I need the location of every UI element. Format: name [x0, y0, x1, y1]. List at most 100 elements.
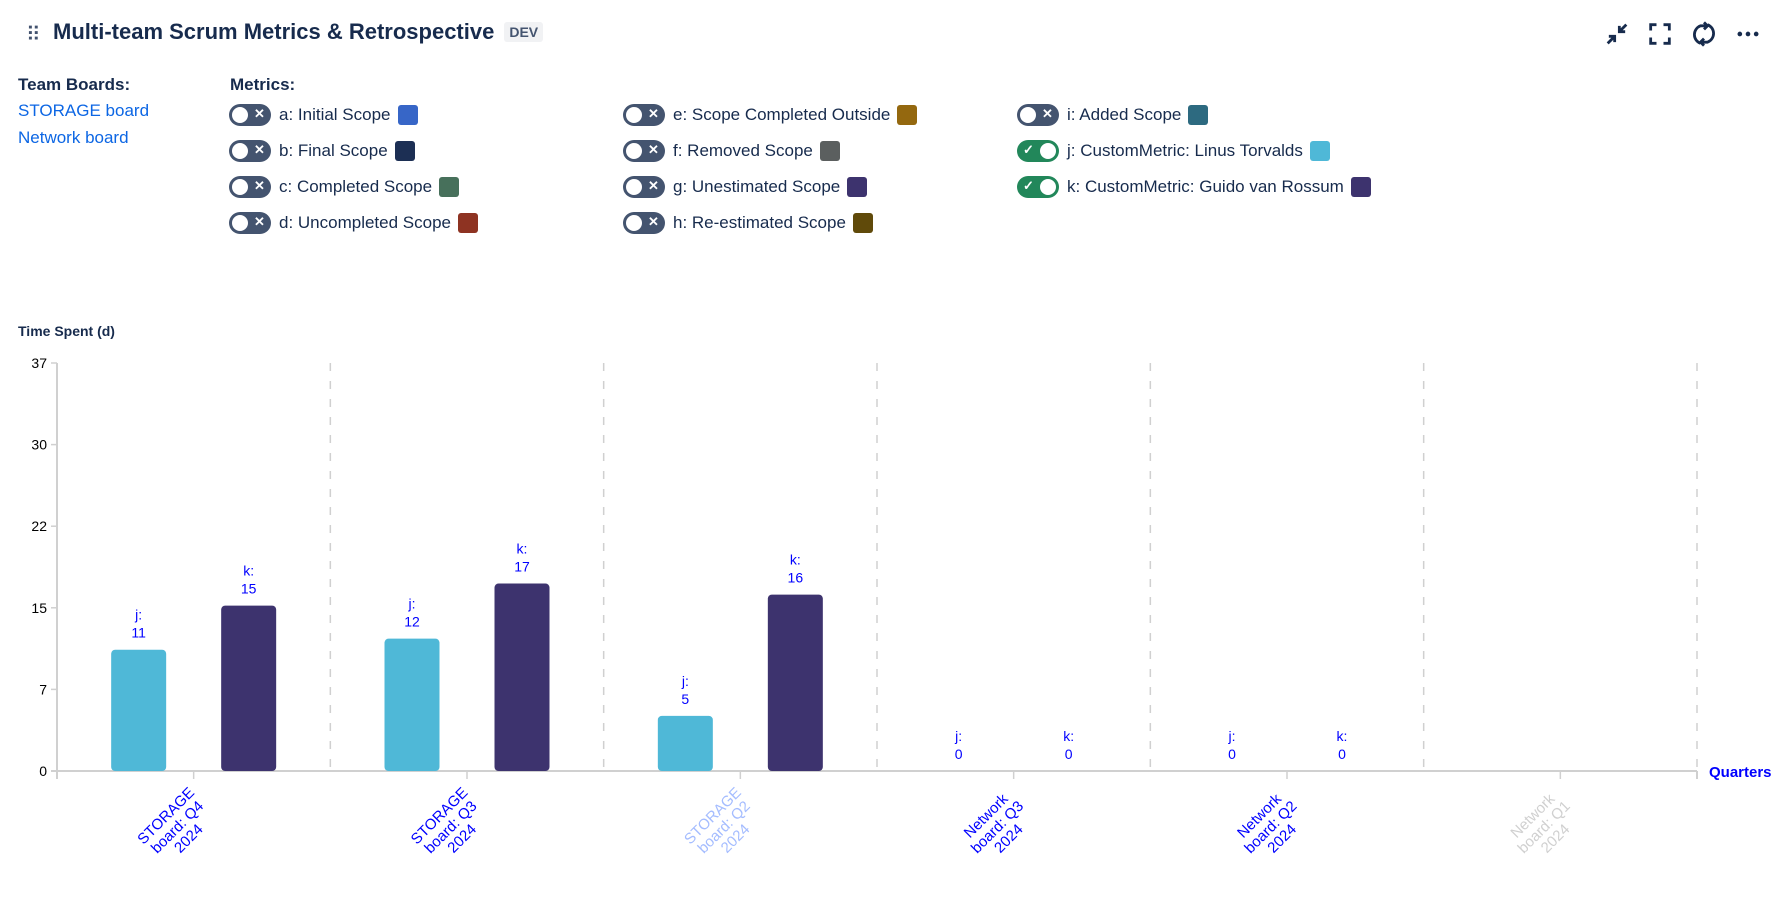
metric-toggle[interactable]: ✕ [229, 212, 271, 234]
metric-color-swatch [897, 105, 918, 125]
y-tick-label: 30 [31, 437, 47, 453]
close-icon: ✕ [254, 214, 265, 229]
metric-color-swatch [1350, 177, 1371, 197]
refresh-icon[interactable] [1690, 20, 1718, 48]
check-icon: ✓ [1023, 142, 1034, 157]
metric-color-swatch [847, 177, 868, 197]
team-boards-label: Team Boards: [18, 75, 131, 94]
metric-label: a: Initial Scope [279, 105, 391, 124]
metric-toggle[interactable]: ✕ [623, 104, 665, 126]
metric-color-swatch [852, 213, 873, 233]
data-label-value: 0 [1228, 746, 1236, 762]
close-icon: ✕ [254, 106, 265, 121]
metric-b: ✕ b: Final Scope [229, 139, 415, 163]
toggle-knob [232, 179, 248, 195]
y-axis-title: Time Spent (d) [18, 323, 115, 339]
data-label-value: 11 [131, 625, 146, 641]
data-label-value: 0 [955, 746, 963, 762]
metric-color-swatch [394, 141, 415, 161]
bar-k-1 [494, 583, 550, 771]
metric-toggle[interactable]: ✕ [229, 176, 271, 198]
data-label-series: k: [1063, 728, 1074, 744]
env-badge: DEV [504, 22, 544, 42]
x-tick-label: Networkboard: Q12024 [1503, 787, 1585, 869]
data-label-value: 12 [404, 614, 420, 630]
x-tick-label: STORAGEboard: Q42024 [134, 784, 220, 870]
data-label-series: k: [1337, 728, 1348, 744]
bar-k-2 [767, 594, 823, 771]
data-label-series: j: [408, 596, 416, 612]
metric-h: ✕ h: Re-estimated Scope [623, 211, 873, 235]
metric-label: g: Unestimated Scope [673, 177, 841, 196]
metric-color-swatch [458, 213, 478, 233]
metric-toggle[interactable]: ✕ [623, 212, 665, 234]
metric-toggle[interactable]: ✕ [623, 176, 665, 198]
data-label-value: 16 [788, 570, 804, 586]
metric-e: ✕ e: Scope Completed Outside [623, 103, 918, 127]
toggle-knob [232, 215, 248, 231]
metric-c: ✕ c: Completed Scope [229, 175, 460, 199]
data-label-series: j: [134, 607, 142, 623]
data-label-value: 15 [241, 581, 257, 597]
drag-handle-icon[interactable]: ⠿ [26, 24, 41, 46]
collapse-icon[interactable] [1603, 20, 1631, 48]
close-icon: ✕ [254, 142, 265, 157]
close-icon: ✕ [648, 214, 659, 229]
metric-label: k: CustomMetric: Guido van Rossum [1067, 177, 1344, 196]
metric-i: ✕ i: Added Scope [1017, 103, 1209, 127]
metric-toggle[interactable]: ✕ [1017, 104, 1059, 126]
metric-label: c: Completed Scope [279, 177, 433, 196]
check-icon: ✓ [1023, 178, 1034, 193]
close-icon: ✕ [1042, 106, 1053, 121]
metric-toggle[interactable]: ✕ [229, 140, 271, 162]
toggle-knob [232, 107, 248, 123]
metric-toggle[interactable]: ✓ [1017, 140, 1059, 162]
storage-board-link[interactable]: STORAGE board [18, 101, 150, 120]
toggle-knob [626, 179, 642, 195]
toggle-knob [626, 143, 642, 159]
metric-label: j: CustomMetric: Linus Torvalds [1067, 141, 1303, 160]
y-tick-label: 15 [31, 600, 47, 616]
toggle-knob [626, 215, 642, 231]
network-board-link[interactable]: Network board [18, 128, 129, 147]
data-label-value: 5 [681, 691, 689, 707]
data-label-series: j: [1228, 728, 1236, 744]
metric-toggle[interactable]: ✕ [623, 140, 665, 162]
toggle-knob [626, 107, 642, 123]
metric-label: d: Uncompleted Scope [279, 213, 451, 232]
x-tick-label: Networkboard: Q32024 [957, 787, 1039, 869]
metric-label: b: Final Scope [279, 141, 388, 160]
metric-label: f: Removed Scope [673, 141, 813, 160]
toggle-knob [1040, 143, 1056, 159]
metric-color-swatch [397, 105, 418, 125]
metric-a: ✕ a: Initial Scope [229, 103, 418, 127]
metric-color-swatch [1309, 141, 1330, 161]
x-tick-label: STORAGEboard: Q32024 [408, 784, 494, 870]
metric-toggle[interactable]: ✓ [1017, 176, 1059, 198]
metric-label: e: Scope Completed Outside [673, 105, 891, 124]
x-axis-title: Quarters [1709, 764, 1771, 781]
page-title: Multi-team Scrum Metrics & Retrospective [53, 19, 495, 44]
metric-k: ✓ k: CustomMetric: Guido van Rossum [1017, 175, 1371, 199]
metric-g: ✕ g: Unestimated Scope [623, 175, 868, 199]
close-icon: ✕ [648, 106, 659, 121]
fullscreen-icon[interactable] [1646, 20, 1674, 48]
y-tick-label: 0 [39, 763, 47, 779]
more-icon[interactable] [1734, 20, 1762, 48]
data-label-series: j: [954, 728, 962, 744]
metric-label: h: Re-estimated Scope [673, 213, 846, 232]
close-icon: ✕ [648, 178, 659, 193]
metric-toggle[interactable]: ✕ [229, 104, 271, 126]
metric-f: ✕ f: Removed Scope [623, 139, 840, 163]
data-label-value: 0 [1065, 746, 1073, 762]
toggle-knob [1020, 107, 1036, 123]
y-tick-label: 37 [31, 355, 47, 371]
bar-j-1 [384, 638, 440, 771]
title-bar: Multi-team Scrum Metrics & Retrospective… [53, 19, 544, 45]
close-icon: ✕ [648, 142, 659, 157]
bar-j-2 [657, 715, 713, 771]
close-icon: ✕ [254, 178, 265, 193]
bar-k-0 [221, 605, 277, 771]
metric-color-swatch [1188, 105, 1209, 125]
